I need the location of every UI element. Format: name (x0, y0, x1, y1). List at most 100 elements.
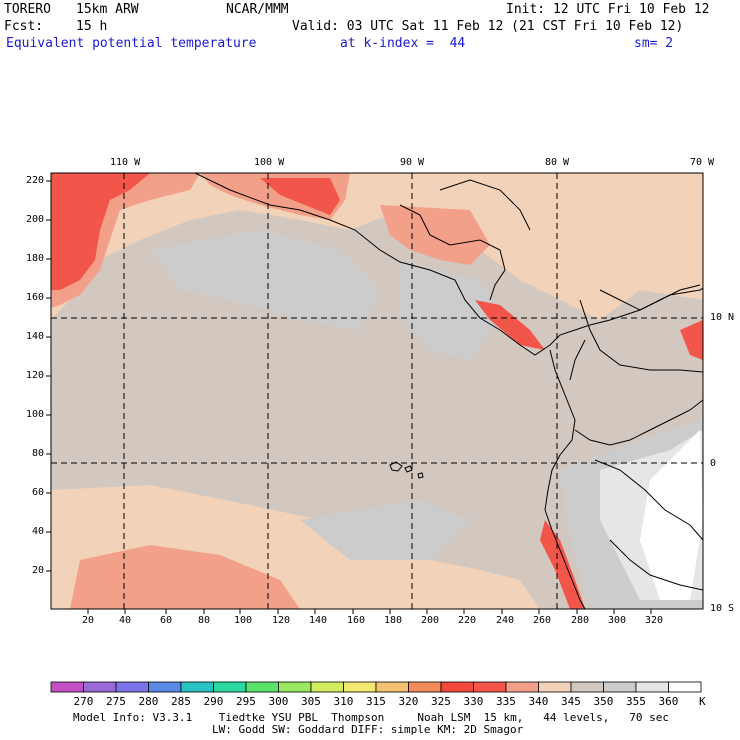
colorbar-swatch (213, 681, 247, 693)
colorbar-swatch (668, 681, 702, 693)
field-330-north-coast (260, 178, 340, 215)
colorbar-label: 350 (593, 695, 614, 708)
colorbar-unit: K (699, 695, 706, 708)
x-tick-label: 280 (571, 615, 590, 626)
colorbar-label: 310 (333, 695, 354, 708)
y-tick-label: 180 (26, 253, 45, 264)
colorbar (50, 681, 702, 693)
colorbar-label: 325 (431, 695, 451, 708)
field-350-south (300, 500, 470, 560)
lat-label-10s: 10 S (710, 603, 735, 614)
y-tick-label: 120 (26, 370, 45, 381)
colorbar-label: 355 (626, 695, 646, 708)
colorbar-label: 295 (236, 695, 256, 708)
x-tick-label: 200 (421, 615, 440, 626)
lon-label-90w: 90 W (400, 157, 425, 168)
south-america-pacific-coast (544, 349, 586, 609)
field-340-north (51, 173, 703, 320)
model-name: TORERO (4, 2, 51, 17)
field-335-central-america (380, 205, 490, 265)
central-america-borders (399, 204, 506, 301)
field-360-andes (640, 430, 703, 600)
plot-frame (50, 172, 704, 610)
x-tick-label: 180 (384, 615, 403, 626)
colorbar-swatch (310, 681, 344, 693)
y-tick-label: 100 (26, 409, 45, 420)
field-330-peru-coast (540, 520, 585, 609)
x-tick-label: 40 (119, 615, 132, 626)
field-330-venezuela (680, 320, 703, 360)
smoothing-info: sm= 2 (634, 36, 674, 51)
colorbar-swatch (538, 681, 572, 693)
organization: NCAR/MMM (226, 2, 289, 17)
colorbar-label: 335 (496, 695, 516, 708)
colorbar-swatch (603, 681, 637, 693)
field-350-center (150, 230, 380, 330)
colorbar-label: 285 (171, 695, 191, 708)
colorbar-swatch (50, 681, 84, 693)
lon-label-80w: 80 W (545, 157, 570, 168)
lon-label-110w: 110 W (110, 157, 141, 168)
colorbar-swatch (635, 681, 669, 693)
y-tick-label: 60 (32, 487, 45, 498)
field-330-costa-rica (475, 300, 545, 350)
colorbar-label: 290 (203, 695, 224, 708)
colorbar-label: 340 (528, 695, 549, 708)
model-info-line1: Model Info: V3.3.1 Tiedtke YSU PBL Thomp… (73, 711, 670, 724)
colorbar-label: 320 (398, 695, 419, 708)
colorbar-label: 345 (561, 695, 581, 708)
colorbar-label: 275 (106, 695, 126, 708)
y-tick-label: 220 (26, 175, 45, 186)
galapagos-island (404, 465, 413, 473)
colorbar-swatch (408, 681, 442, 693)
y-tick-label: 20 (32, 565, 45, 576)
x-tick-label: 140 (309, 615, 328, 626)
colorbar-swatch (440, 681, 474, 693)
y-tick-label: 80 (32, 448, 45, 459)
colorbar-swatch (245, 681, 279, 693)
tick-marks (46, 180, 652, 614)
colorbar-label: 280 (138, 695, 159, 708)
forecast-hours: 15 h (76, 19, 108, 34)
init-time: Init: 12 UTC Fri 10 Feb 12 (506, 2, 710, 17)
level-info: at k-index = 44 (340, 36, 466, 51)
x-tick-label: 20 (82, 615, 95, 626)
colorbar-label: 315 (366, 695, 386, 708)
field-330-northwest (51, 173, 150, 290)
x-tick-label: 300 (608, 615, 627, 626)
colorbar-label: 305 (301, 695, 321, 708)
colorbar-swatch (473, 681, 507, 693)
field-335-south (70, 545, 300, 609)
colorbar-swatch (83, 681, 117, 693)
colorbar-swatch (343, 681, 377, 693)
field-name: Equivalent potential temperature (6, 36, 257, 51)
bolivia-border (609, 539, 703, 591)
model-info-line2: LW: Godd SW: Goddard DIFF: simple KM: 2D… (212, 723, 524, 736)
x-tick-label: 120 (272, 615, 291, 626)
ecuador-peru-border (574, 399, 703, 446)
graticule (51, 173, 703, 609)
colorbar-swatch (375, 681, 409, 693)
colorbar-swatch (278, 681, 312, 693)
x-tick-label: 260 (533, 615, 552, 626)
field-350-east (400, 260, 500, 360)
colombia-border (579, 299, 703, 373)
lat-label-10n: 10 N (710, 312, 735, 323)
colorbar-label: 330 (463, 695, 484, 708)
colorbar-swatch (570, 681, 604, 693)
lat-label-0: 0 (710, 458, 717, 469)
shaded-field (51, 173, 703, 609)
x-tick-label: 80 (198, 615, 211, 626)
colorbar-swatch (148, 681, 182, 693)
yucatan-coast (439, 179, 531, 231)
colorbar-label: 300 (268, 695, 289, 708)
valid-time: Valid: 03 UTC Sat 11 Feb 12 (21 CST Fri … (292, 19, 684, 34)
lon-label-100w: 100 W (254, 157, 285, 168)
y-tick-label: 140 (26, 331, 45, 342)
forecast-label: Fcst: (4, 19, 44, 34)
galapagos-island (417, 472, 424, 479)
colorbar-swatch (505, 681, 539, 693)
x-tick-label: 320 (645, 615, 664, 626)
x-tick-label: 160 (347, 615, 366, 626)
